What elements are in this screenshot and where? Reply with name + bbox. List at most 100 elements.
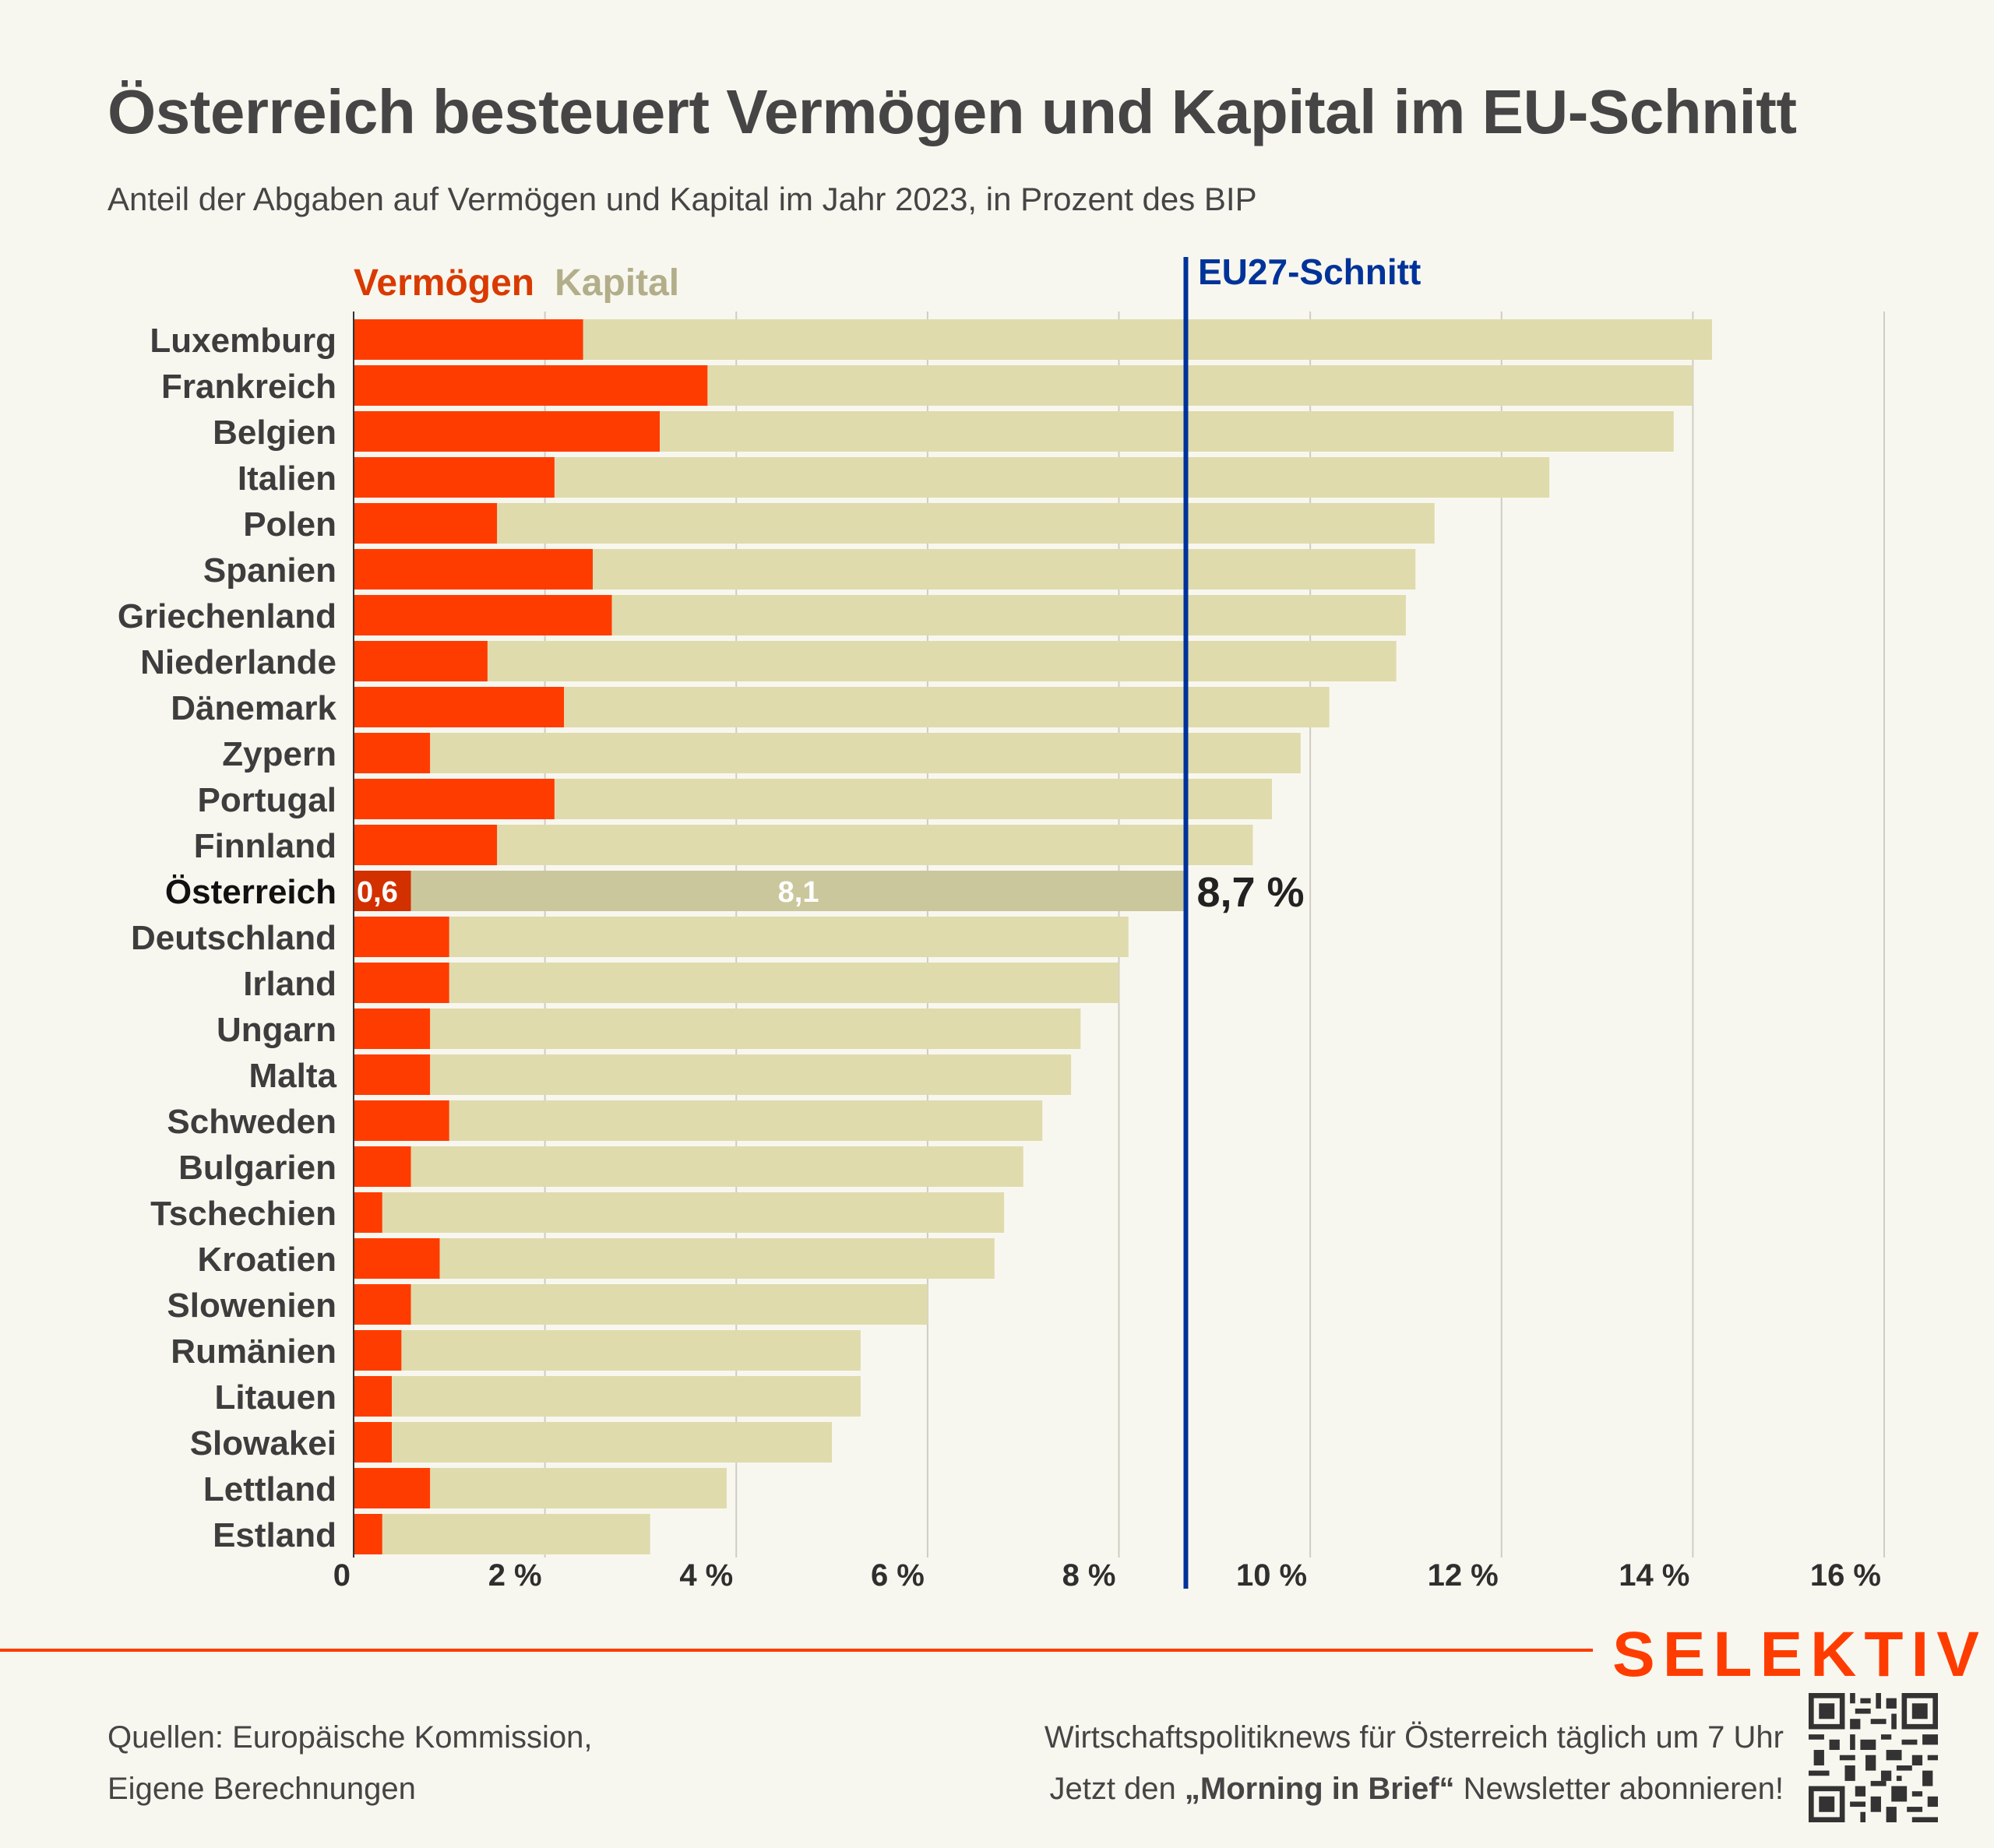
category-label: Ungarn — [217, 1011, 336, 1049]
promo-text: Jetzt den — [1049, 1772, 1185, 1806]
bar-kapital — [382, 1192, 1005, 1233]
bar-kapital — [392, 1422, 833, 1463]
promo-line-1: Wirtschaftspolitiknews für Österreich tä… — [1044, 1720, 1784, 1755]
chart-title: Österreich besteuert Vermögen und Kapita… — [107, 77, 1797, 146]
qr-code-icon[interactable] — [1809, 1693, 1938, 1822]
category-label: Slowakei — [190, 1424, 336, 1463]
bar-kapital — [611, 595, 1406, 635]
x-tick-label: 6 % — [871, 1558, 925, 1593]
bar-vermoegen — [354, 871, 411, 911]
bar-kapital — [449, 1100, 1043, 1141]
eu-average-label: EU27-Schnitt — [1198, 252, 1422, 292]
bar-vermoegen — [354, 1008, 431, 1049]
bar-kapital — [430, 733, 1301, 773]
bar-kapital — [564, 687, 1330, 727]
bar-vermoegen — [354, 1146, 411, 1187]
bar-vermoegen — [354, 733, 431, 773]
data-label-kapital: 8,1 — [778, 876, 819, 909]
category-label: Rumänien — [171, 1332, 336, 1371]
category-label: Deutschland — [131, 919, 336, 957]
category-label: Finnland — [194, 827, 336, 865]
category-label: Polen — [243, 505, 336, 544]
category-label: Irland — [243, 965, 336, 1003]
bar-vermoegen — [354, 963, 449, 1003]
x-tick-label: 8 % — [1062, 1558, 1116, 1593]
brand-logo: SELEKTIV — [1612, 1619, 1987, 1690]
bar-kapital — [430, 1468, 727, 1508]
category-label: Zypern — [222, 735, 336, 773]
bar-vermoegen — [354, 1192, 382, 1233]
category-label: Slowenien — [167, 1287, 336, 1325]
bar-vermoegen — [354, 1100, 449, 1141]
bar-kapital — [410, 1146, 1023, 1187]
legend-vermoegen: Vermögen — [354, 262, 535, 304]
legend: Vermögen Kapital — [354, 262, 679, 304]
bar-vermoegen — [354, 411, 660, 452]
sources-line-1: Quellen: Europäische Kommission, — [107, 1720, 593, 1755]
category-label: Griechenland — [118, 597, 336, 635]
category-label: Malta — [249, 1057, 337, 1095]
legend-kapital: Kapital — [555, 262, 680, 304]
bar-kapital — [430, 1054, 1072, 1095]
bar-kapital — [707, 365, 1693, 406]
category-label: Lettland — [203, 1470, 336, 1508]
category-label: Luxemburg — [150, 322, 336, 360]
category-label: Estland — [213, 1516, 336, 1554]
footer-divider — [0, 1649, 1593, 1652]
bar-chart: Luxemburg Frankreich Belgien Italien Polen Sp… — [118, 257, 1885, 1593]
bar-vermoegen — [354, 1238, 440, 1279]
bar-kapital — [439, 1238, 995, 1279]
category-label: Bulgarien — [178, 1149, 336, 1187]
bar-kapital — [487, 641, 1397, 681]
bar-vermoegen — [354, 457, 555, 498]
bar-kapital — [392, 1376, 861, 1417]
bar-vermoegen — [354, 549, 594, 590]
bar-vermoegen — [354, 917, 449, 957]
bar-kapital — [430, 1008, 1081, 1049]
bar-vermoegen — [354, 1468, 431, 1508]
category-label: Schweden — [167, 1103, 336, 1141]
category-label: Tschechien — [150, 1195, 336, 1233]
bar-vermoegen — [354, 1422, 393, 1463]
category-label: Frankreich — [161, 368, 336, 406]
x-tick-label: 2 % — [488, 1558, 542, 1593]
x-tick-label: 10 % — [1236, 1558, 1307, 1593]
bar-kapital — [449, 917, 1129, 957]
bar-kapital — [554, 457, 1550, 498]
bar-kapital — [554, 779, 1272, 819]
sources-line-2: Eigene Berechnungen — [107, 1772, 416, 1806]
x-tick-label: 4 % — [679, 1558, 733, 1593]
chart-subtitle: Anteil der Abgaben auf Vermögen und Kapi… — [107, 181, 1257, 217]
data-label-total: 8,7 % — [1196, 869, 1304, 916]
bar-kapital — [497, 825, 1253, 865]
bar-vermoegen — [354, 1376, 393, 1417]
bar-kapital — [660, 411, 1674, 452]
bar-kapital — [382, 1514, 650, 1554]
promo-text: Newsletter abonnieren! — [1454, 1772, 1784, 1806]
category-label: Niederlande — [140, 643, 336, 681]
sources: Quellen: Europäische Kommission, Eigene … — [107, 1712, 593, 1815]
category-label: Spanien — [203, 551, 336, 590]
newsletter-name: „Morning in Brief“ — [1184, 1772, 1455, 1806]
x-tick-label: 16 % — [1810, 1558, 1881, 1593]
bar-kapital — [401, 1330, 861, 1371]
bar-vermoegen — [354, 779, 555, 819]
bar-vermoegen — [354, 1054, 431, 1095]
category-label: Dänemark — [171, 689, 336, 727]
category-label: Österreich — [165, 873, 336, 911]
bar-vermoegen — [354, 1284, 411, 1325]
data-label-vermoegen: 0,6 — [357, 876, 398, 909]
x-tick-label: 0 — [333, 1558, 351, 1593]
bar-kapital — [410, 1284, 928, 1325]
bar-vermoegen — [354, 365, 708, 406]
bar-vermoegen — [354, 503, 498, 544]
bar-vermoegen — [354, 1330, 402, 1371]
category-label: Belgien — [213, 414, 336, 452]
bar-kapital — [449, 963, 1119, 1003]
x-tick-label: 12 % — [1428, 1558, 1499, 1593]
category-label: Portugal — [198, 781, 336, 819]
bar-vermoegen — [354, 825, 498, 865]
x-tick-label: 14 % — [1619, 1558, 1689, 1593]
promo-line-2[interactable]: Jetzt den „Morning in Brief“ Newsletter … — [1045, 1763, 1784, 1815]
bar-vermoegen — [354, 1514, 382, 1554]
